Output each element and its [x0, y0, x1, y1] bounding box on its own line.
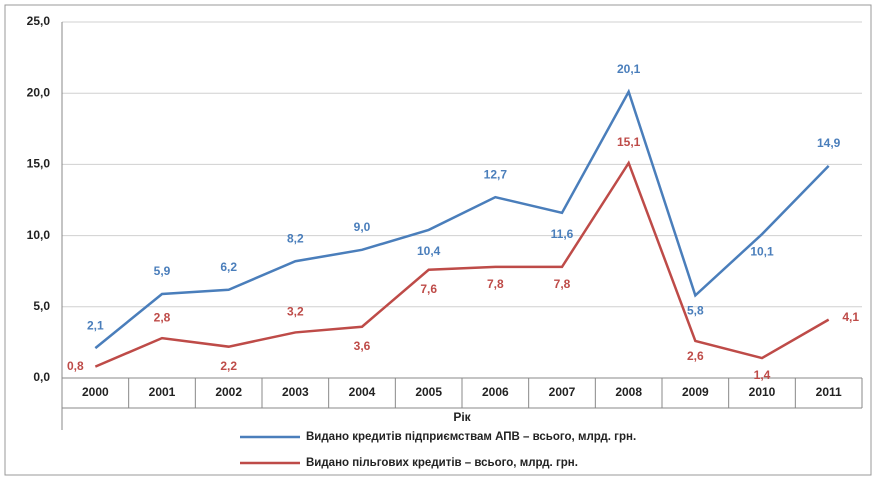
data-label: 20,1: [617, 62, 641, 76]
data-label: 3,6: [354, 339, 371, 353]
y-tick-label: 25,0: [27, 14, 51, 28]
x-tick-label: 2000: [82, 385, 109, 399]
data-label: 8,2: [287, 231, 304, 245]
x-tick-label: 2010: [749, 385, 776, 399]
data-label: 2,2: [220, 359, 237, 373]
x-tick-label: 2001: [149, 385, 176, 399]
x-tick-label: 2007: [549, 385, 576, 399]
data-label: 2,1: [87, 318, 104, 332]
data-label: 0,8: [67, 359, 84, 373]
data-label: 1,4: [754, 368, 771, 382]
data-label: 6,2: [220, 260, 237, 274]
data-label: 12,7: [484, 167, 508, 181]
y-tick-label: 0,0: [33, 370, 50, 384]
x-axis-label: Рік: [453, 410, 471, 424]
data-label: 10,4: [417, 244, 441, 258]
y-tick-label: 15,0: [27, 157, 51, 171]
data-label: 4,1: [842, 310, 859, 324]
y-tick-label: 20,0: [27, 85, 51, 99]
data-label: 14,9: [817, 136, 841, 150]
data-label: 7,6: [420, 282, 437, 296]
data-label: 10,1: [750, 244, 774, 258]
y-tick-label: 5,0: [33, 299, 50, 313]
chart-border: [4, 4, 872, 476]
x-tick-label: 2008: [615, 385, 642, 399]
data-label: 2,8: [154, 310, 171, 324]
x-tick-label: 2003: [282, 385, 309, 399]
data-label: 9,0: [354, 220, 371, 234]
data-label: 5,8: [687, 304, 704, 318]
y-tick-label: 10,0: [27, 228, 51, 242]
series-line: [94, 88, 830, 350]
data-label: 2,6: [687, 349, 704, 363]
legend-text: Видано пільгових кредитів – всього, млрд…: [306, 457, 578, 469]
x-tick-label: 2004: [349, 385, 376, 399]
data-label: 3,2: [287, 305, 304, 319]
x-tick-label: 2002: [215, 385, 242, 399]
data-label: 15,1: [617, 135, 641, 149]
series-line: [94, 160, 830, 368]
x-tick-label: 2009: [682, 385, 709, 399]
data-label: 5,9: [154, 264, 171, 278]
x-tick-label: 2005: [415, 385, 442, 399]
data-label: 7,8: [487, 277, 504, 291]
x-tick-label: 2011: [816, 385, 842, 399]
data-label: 7,8: [554, 277, 571, 291]
x-tick-label: 2006: [482, 385, 509, 399]
data-label: 11,6: [551, 227, 574, 241]
legend-text: Видано кредитів підприємствам АПВ – всьо…: [306, 431, 636, 443]
